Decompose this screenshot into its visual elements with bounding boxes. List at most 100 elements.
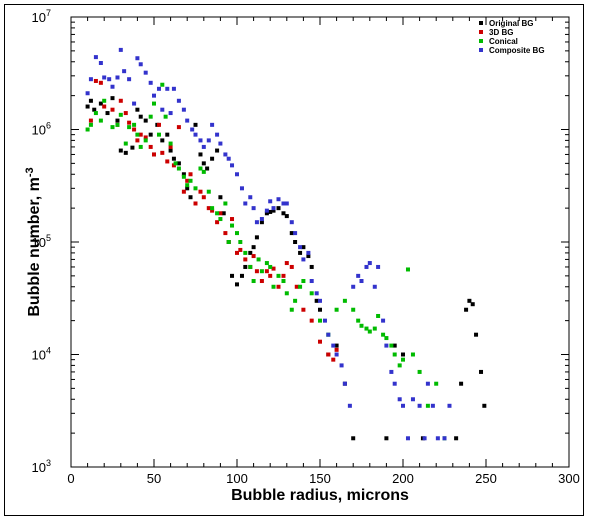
data-point-composite-bg — [143, 70, 148, 75]
data-point-composite-bg — [85, 91, 90, 96]
data-point-original-bg — [314, 298, 319, 303]
data-point-composite-bg — [384, 343, 389, 348]
data-point-conical — [276, 273, 281, 278]
data-point-composite-bg — [264, 208, 269, 213]
data-point-3d-bg — [318, 339, 322, 344]
data-point-original-bg — [176, 161, 181, 166]
data-point-conical — [397, 363, 402, 368]
data-point-conical — [193, 186, 198, 191]
data-point-composite-bg — [93, 55, 98, 60]
data-point-original-bg — [188, 195, 193, 200]
data-point-composite-bg — [364, 264, 369, 269]
data-point-3d-bg — [334, 347, 339, 352]
data-point-composite-bg — [127, 77, 132, 82]
legend-marker-composite-bg — [479, 48, 483, 52]
data-point-original-bg — [105, 111, 110, 116]
data-point-composite-bg — [98, 61, 103, 66]
data-point-conical — [127, 125, 132, 130]
data-point-composite-bg — [215, 132, 220, 137]
data-point-conical — [230, 223, 235, 228]
data-point-composite-bg — [417, 403, 422, 408]
data-point-composite-bg — [430, 403, 435, 408]
data-point-conical — [115, 122, 120, 127]
data-point-conical — [281, 279, 286, 284]
data-point-conical — [201, 169, 206, 174]
data-point-3d-bg — [135, 138, 140, 143]
data-point-3d-bg — [88, 118, 93, 123]
data-point-composite-bg — [347, 403, 352, 408]
data-point-composite-bg — [293, 231, 298, 236]
data-point-3d-bg — [264, 269, 269, 274]
data-point-original-bg — [454, 436, 459, 441]
data-point-3d-bg — [160, 150, 165, 155]
data-point-original-bg — [289, 231, 294, 236]
data-point-composite-bg — [156, 86, 161, 91]
data-point-original-bg — [284, 214, 289, 219]
data-point-original-bg — [215, 148, 220, 153]
data-point-composite-bg — [376, 264, 381, 269]
data-point-conical — [359, 323, 364, 328]
data-point-conical — [389, 343, 394, 348]
data-point-original-bg — [254, 235, 259, 240]
data-point-3d-bg — [284, 261, 289, 266]
data-point-composite-bg — [210, 122, 215, 127]
data-point-3d-bg — [281, 273, 286, 278]
y-tick-label: 106 — [32, 121, 51, 138]
legend-marker-3d-bg — [479, 30, 483, 34]
data-point-original-bg — [235, 282, 239, 287]
data-point-original-bg — [293, 240, 298, 244]
data-point-original-bg — [248, 250, 253, 255]
data-point-3d-bg — [185, 178, 190, 183]
data-point-3d-bg — [210, 208, 215, 213]
data-point-original-bg — [459, 381, 464, 386]
data-point-conical — [309, 291, 314, 296]
x-tick-label: 250 — [475, 471, 497, 486]
data-point-conical — [118, 112, 123, 117]
data-point-conical — [364, 326, 369, 331]
data-point-3d-bg — [238, 247, 243, 252]
legend-label-composite-bg: Composite BG — [489, 46, 545, 55]
data-point-conical — [85, 127, 90, 132]
data-point-conical — [381, 332, 386, 337]
data-point-composite-bg — [281, 201, 286, 206]
data-point-original-bg — [474, 332, 479, 337]
data-point-3d-bg — [206, 206, 211, 211]
data-point-conical — [88, 122, 93, 127]
data-point-composite-bg — [306, 250, 311, 255]
data-point-conical — [256, 257, 261, 262]
x-tick-label: 100 — [226, 471, 248, 486]
data-point-original-bg — [92, 107, 97, 112]
data-point-composite-bg — [239, 186, 244, 191]
data-point-composite-bg — [115, 75, 120, 80]
data-point-3d-bg — [294, 284, 299, 289]
data-point-conical — [289, 307, 294, 312]
data-point-3d-bg — [326, 352, 331, 357]
data-point-3d-bg — [276, 284, 281, 289]
data-point-conical — [163, 114, 168, 119]
data-point-conical — [301, 279, 306, 284]
data-point-original-bg — [239, 273, 244, 278]
data-point-original-bg — [218, 195, 223, 200]
data-point-original-bg — [88, 98, 93, 103]
data-point-conical — [160, 82, 165, 87]
data-point-conical — [425, 403, 430, 408]
data-point-composite-bg — [135, 56, 140, 61]
data-point-conical — [384, 336, 389, 341]
data-point-composite-bg — [367, 261, 372, 266]
data-point-conical — [102, 98, 107, 103]
data-point-composite-bg — [318, 298, 322, 303]
data-point-original-bg — [384, 436, 389, 441]
data-point-composite-bg — [271, 206, 276, 211]
data-point-original-bg — [201, 161, 206, 166]
data-point-conical — [223, 201, 228, 206]
data-point-conical — [342, 298, 347, 303]
data-point-original-bg — [351, 436, 356, 441]
y-axis-title-main: Bubble number, m — [26, 177, 43, 317]
legend-marker-conical — [479, 39, 483, 43]
data-point-composite-bg — [181, 107, 186, 112]
data-point-composite-bg — [314, 291, 319, 296]
data-point-conical — [318, 318, 322, 323]
data-point-conical — [238, 240, 243, 244]
data-point-3d-bg — [251, 254, 256, 259]
data-point-conical — [138, 144, 143, 149]
